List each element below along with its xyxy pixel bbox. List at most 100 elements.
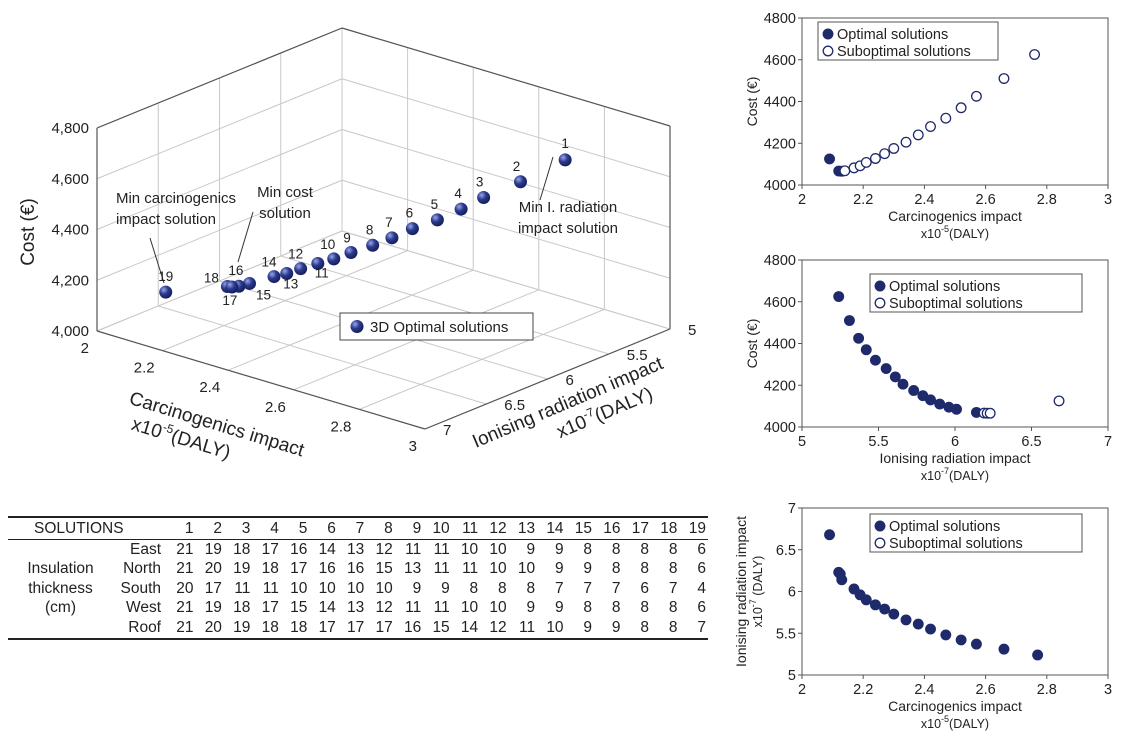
optimal-point — [869, 599, 881, 611]
x-tick-label: 3 — [1104, 192, 1112, 208]
table-cell: 6 — [640, 579, 649, 597]
point-label: 15 — [256, 287, 271, 302]
table-cell: 19 — [233, 618, 251, 636]
solution-number: 8 — [384, 519, 393, 537]
chart-legend: 3D Optimal solutions — [339, 312, 534, 341]
wall-gridline — [96, 230, 343, 332]
table-row: (cm) West 21 19 18 17 15 14 13 12 11 11 10 10 9 9 8 8 8 8 6 — [8, 599, 708, 619]
table-cell: 9 — [583, 618, 593, 636]
row-label: East — [129, 540, 161, 558]
optimal-point — [940, 629, 952, 641]
data-point-3d — [267, 270, 281, 284]
table-cell: 21 — [176, 540, 194, 558]
solution-number: 3 — [241, 519, 251, 537]
table-cell: 14 — [318, 540, 336, 558]
table-cell: 9 — [554, 540, 564, 558]
table-cell: 19 — [233, 560, 251, 578]
suboptimal-point — [912, 129, 924, 141]
table-cell: 11 — [433, 599, 450, 617]
radiation-vs-carcinogenics-chart: 2 2.2 2.4 2.6 2.8 3 5 5.5 6 6.5 7 Carcinogenics imp… — [733, 501, 1112, 731]
optimal-point — [889, 371, 901, 383]
table-cell: 8 — [640, 560, 649, 578]
optimal-point — [912, 618, 924, 630]
wall-gridline — [341, 129, 671, 228]
suboptimal-point — [940, 112, 952, 124]
table-cell: 16 — [318, 560, 336, 578]
legend-box — [869, 513, 1083, 553]
wall-gridline — [96, 179, 343, 281]
table-cell: 8 — [668, 540, 678, 558]
table-cell: 11 — [462, 560, 479, 578]
table-cell: 16 — [290, 540, 308, 558]
y-axis-title: Ionising radiation impact — [733, 516, 749, 667]
optimal-point — [925, 623, 936, 635]
point-label: 19 — [158, 269, 173, 284]
wall-gridline — [341, 179, 671, 279]
data-point-3d — [225, 280, 239, 294]
annotation-leader — [149, 237, 165, 284]
x-tick-label: 3 — [409, 438, 417, 455]
annotation-min-carcinogenics-line1: Min carcinogenics — [116, 190, 236, 207]
point-label: 9 — [343, 230, 351, 245]
wall-gridline — [341, 230, 671, 330]
x-axis-unit: x10-5(DALY) — [921, 224, 989, 241]
x-tick-label: 2.6 — [976, 192, 996, 208]
legend-label: Optimal solutions — [889, 279, 1000, 295]
data-point-3d — [159, 285, 173, 299]
wall-gridline — [96, 78, 343, 180]
solutions-header: SOLUTIONS — [34, 519, 124, 537]
y-tick-label: 4800 — [764, 253, 796, 269]
table-cell: 15 — [375, 560, 393, 578]
x-unit-base: x10 — [921, 717, 941, 731]
optimal-point — [860, 344, 872, 356]
legend-box — [817, 21, 999, 61]
group-label: Insulation — [27, 560, 94, 578]
table-cell: 21 — [176, 618, 194, 636]
suboptimal-point — [860, 157, 872, 168]
table-cell: 11 — [405, 599, 422, 617]
table-cell: 17 — [375, 618, 393, 636]
table-cell: 17 — [204, 579, 222, 597]
x-unit-base: x10 — [129, 414, 164, 443]
table-cell: 10 — [517, 560, 536, 578]
table-cell: 9 — [412, 579, 422, 597]
legend-marker-filled — [874, 520, 886, 532]
suboptimal-point — [1029, 49, 1041, 60]
table-cell: 8 — [668, 618, 678, 636]
wall-gridline — [96, 129, 343, 230]
legend-box — [869, 273, 1083, 313]
table-cell: 18 — [233, 540, 251, 558]
y-tick-label: 4600 — [764, 53, 796, 69]
solution-number: 14 — [546, 519, 564, 537]
optimal-point — [824, 529, 835, 541]
x-tick-label: 2.8 — [1037, 682, 1057, 698]
table-row: thickness South 20 17 11 11 10 10 10 10 9 9 8 8 8 7 7 7 6 7… — [8, 579, 708, 599]
data-point-3d — [327, 252, 341, 266]
table-cell: 8 — [498, 579, 507, 597]
solution-number: 17 — [631, 519, 649, 537]
y-tick-label: 6.5 — [504, 397, 525, 414]
table-cell: 6 — [697, 540, 706, 558]
optimal-point — [998, 643, 1010, 655]
table-cell: 14 — [318, 599, 336, 617]
data-point-3d — [311, 257, 325, 271]
optimal-point — [880, 363, 892, 375]
optimal-point — [833, 291, 845, 302]
table-cell: 20 — [204, 618, 222, 636]
table-cell: 11 — [519, 618, 536, 636]
table-cell: 6 — [697, 560, 706, 578]
legend-label: Suboptimal solutions — [889, 536, 1023, 552]
table-cell: 8 — [469, 579, 479, 597]
y-tick-label: 4800 — [764, 11, 796, 27]
table-cell: 12 — [375, 599, 393, 617]
annotation-min-radiation-line1: Min I. radiation — [519, 199, 617, 216]
table-cell: 10 — [489, 599, 507, 617]
data-point-3d — [385, 231, 399, 245]
legend-marker-open — [874, 297, 886, 309]
suboptimal-point — [839, 165, 851, 177]
z-tick-label: 4,600 — [51, 171, 89, 188]
table-row: East 21 19 18 17 16 14 13 12 11 11 10 10 9 9 8 8 8 8 6 — [8, 540, 708, 560]
point-label: 5 — [431, 197, 439, 212]
y-tick-label: 5 — [688, 322, 696, 339]
